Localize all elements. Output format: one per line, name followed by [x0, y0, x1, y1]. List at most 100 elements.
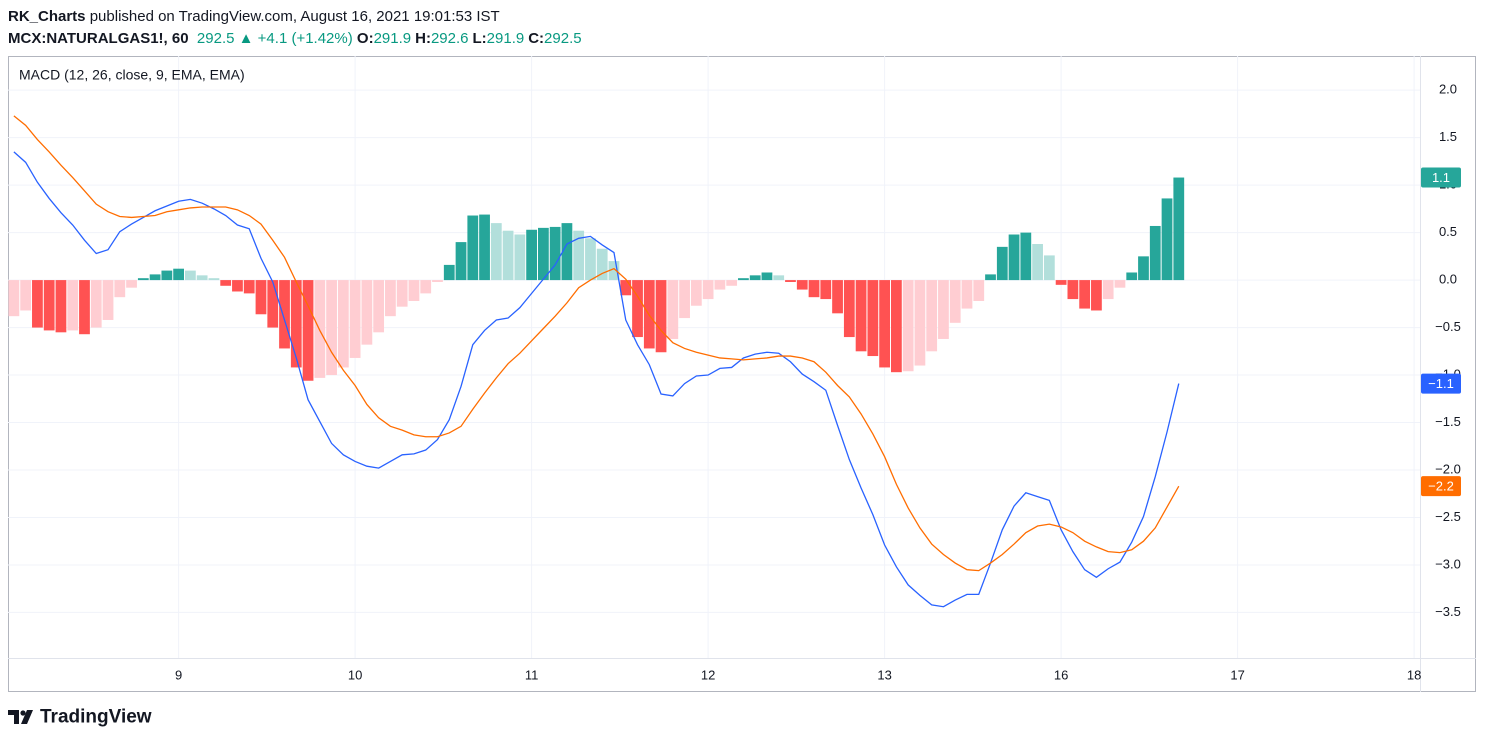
- y-tick-label: −1.5: [1435, 414, 1461, 429]
- histogram-bar: [420, 280, 432, 294]
- ohlc-label: L:: [472, 30, 487, 47]
- price-label: 1.1: [1432, 170, 1450, 185]
- histogram-bar: [302, 280, 314, 381]
- histogram-bar: [1032, 244, 1043, 281]
- histogram-bar: [1091, 280, 1102, 311]
- ohlc-label: O:: [356, 30, 374, 47]
- histogram-bar: [832, 280, 843, 314]
- histogram-bar: [67, 280, 79, 331]
- author: RK_Charts: [8, 8, 86, 25]
- histogram-bar: [361, 280, 373, 345]
- histogram-bar: [1055, 280, 1067, 285]
- x-tick-label: 18: [1407, 667, 1421, 682]
- x-tick-label: 9: [175, 667, 182, 682]
- histogram-bar: [137, 278, 149, 281]
- histogram-bar: [632, 280, 643, 338]
- histogram-bar: [408, 280, 420, 301]
- ohlc-label: C:: [528, 30, 545, 47]
- y-tick-label: −2.0: [1435, 461, 1461, 476]
- histogram-bar: [891, 280, 902, 373]
- ohlc-label: H:: [415, 30, 431, 47]
- histogram-bar: [349, 280, 361, 358]
- histogram-bar: [902, 280, 914, 372]
- histogram-bar: [396, 280, 408, 307]
- histogram-bar: [926, 280, 938, 352]
- histogram-bar: [479, 214, 490, 281]
- histogram-bar: [820, 280, 832, 300]
- histogram-bar: [1114, 280, 1126, 288]
- price-label-box: [1421, 167, 1461, 188]
- y-tick-label: −3.5: [1435, 604, 1461, 619]
- histogram-bar: [196, 275, 208, 281]
- histogram-bar: [43, 280, 55, 331]
- histogram-bar: [326, 280, 337, 376]
- histogram-bar: [8, 280, 20, 317]
- histogram-bar: [20, 280, 32, 311]
- chart-frame: [8, 56, 1476, 692]
- histogram-bar: [173, 268, 184, 281]
- histogram-bar: [490, 223, 502, 281]
- histogram-bar: [996, 246, 1008, 281]
- ohlc-value: 292.5: [544, 30, 582, 47]
- histogram-bar: [855, 280, 867, 352]
- histogram-bar: [608, 261, 620, 281]
- y-tick-label: 0.5: [1439, 224, 1457, 239]
- histogram-bar: [773, 275, 785, 281]
- histogram-bar: [114, 280, 126, 298]
- logo-mark: [8, 710, 19, 724]
- histogram-bar: [796, 280, 808, 290]
- x-tick-label: 16: [1054, 667, 1068, 682]
- ohlc-value: 292.6: [430, 30, 469, 47]
- y-tick-label: −3.0: [1435, 556, 1461, 571]
- symbol: MCX:NATURALGAS1!, 60: [8, 30, 189, 47]
- histogram-bar: [961, 280, 973, 309]
- histogram-bar: [443, 264, 455, 281]
- histogram-bar: [102, 280, 114, 320]
- histogram-bar: [761, 272, 773, 281]
- histogram-bar: [290, 280, 302, 368]
- brand: TradingView: [40, 707, 152, 728]
- ohlc-value: 291.9: [373, 30, 412, 47]
- histogram-bar: [55, 280, 67, 333]
- histogram-bar: [373, 280, 385, 333]
- price-label: −2.2: [1428, 479, 1454, 494]
- histogram-bar: [938, 280, 949, 339]
- histogram-bar: [973, 280, 985, 301]
- histogram-bar: [620, 280, 632, 296]
- price-label: −1.1: [1428, 376, 1454, 391]
- publish-line: RK_Charts published on TradingView.com, …: [8, 6, 586, 28]
- histogram-bar: [867, 280, 879, 357]
- y-tick-label: −2.5: [1435, 509, 1461, 524]
- histogram-bar: [985, 274, 996, 281]
- histogram-bar: [161, 270, 173, 281]
- logo-mark: [21, 710, 33, 724]
- histogram-bar: [1161, 198, 1173, 281]
- indicator-legend: MACD (12, 26, close, 9, EMA, EMA): [19, 67, 245, 83]
- histogram-bar: [1020, 232, 1032, 281]
- histogram-bar: [914, 280, 926, 366]
- histogram-bar: [255, 280, 267, 315]
- histogram-bar: [185, 270, 196, 281]
- x-tick-label: 10: [348, 667, 362, 682]
- logo: TradingView: [8, 707, 152, 728]
- y-tick-label: −0.5: [1435, 319, 1461, 334]
- histogram-bar: [843, 280, 855, 338]
- histogram-bar: [785, 280, 796, 282]
- histogram-bar: [32, 280, 43, 328]
- logo-dot: [20, 710, 26, 716]
- histogram-bar: [1079, 280, 1091, 309]
- published: published on TradingView.com, August 16,…: [89, 8, 500, 25]
- indicator-line: [13, 115, 1180, 572]
- histogram-bar: [679, 280, 690, 319]
- last-price: 292.5: [196, 30, 235, 47]
- histogram-bar: [208, 278, 220, 281]
- histogram-bar: [90, 280, 102, 328]
- x-tick-label: 12: [701, 667, 715, 682]
- histogram-bar: [432, 280, 443, 282]
- histogram-bar: [1102, 280, 1114, 300]
- histogram-bar: [467, 215, 479, 281]
- histogram-bar: [714, 280, 726, 290]
- histogram-bar: [126, 280, 137, 288]
- labels: 2.01.51.00.50.0−0.5−1.0−1.5−2.0−2.5−3.0−…: [175, 82, 1461, 682]
